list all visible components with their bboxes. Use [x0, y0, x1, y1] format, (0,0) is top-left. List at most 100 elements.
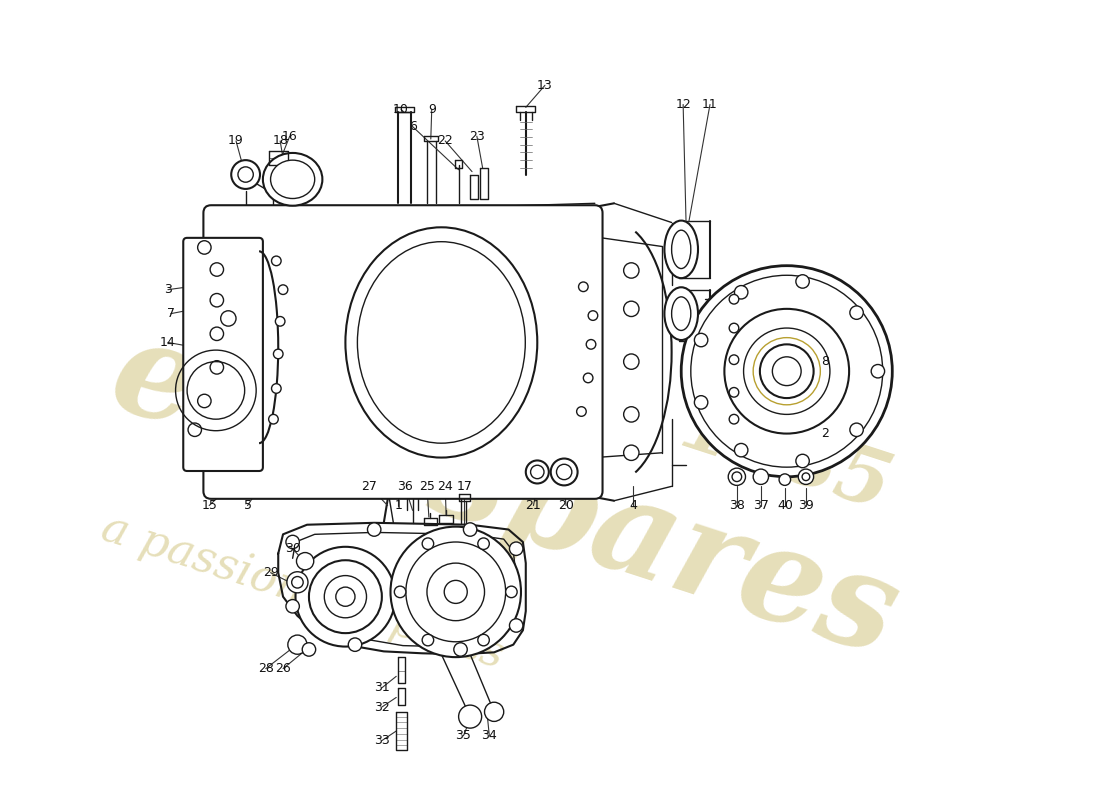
- Circle shape: [394, 586, 406, 598]
- Circle shape: [526, 461, 549, 483]
- Circle shape: [624, 354, 639, 370]
- Circle shape: [624, 445, 639, 461]
- Text: 1: 1: [394, 499, 403, 512]
- Text: 26: 26: [275, 662, 290, 675]
- Circle shape: [729, 355, 739, 365]
- Text: 23: 23: [469, 130, 485, 142]
- Text: 37: 37: [752, 499, 769, 512]
- Text: 15: 15: [201, 499, 217, 512]
- Circle shape: [850, 423, 864, 437]
- Circle shape: [477, 634, 490, 646]
- Text: eurospares: eurospares: [96, 308, 913, 683]
- Text: 10: 10: [393, 102, 409, 116]
- Circle shape: [796, 274, 810, 288]
- Circle shape: [729, 414, 739, 424]
- Text: 9: 9: [428, 102, 436, 116]
- Ellipse shape: [664, 221, 698, 278]
- Circle shape: [871, 365, 884, 378]
- Circle shape: [463, 523, 476, 536]
- Text: 4: 4: [629, 499, 637, 512]
- Ellipse shape: [664, 287, 698, 340]
- Circle shape: [579, 282, 588, 291]
- Circle shape: [681, 266, 892, 477]
- Text: 13: 13: [537, 78, 553, 92]
- Circle shape: [231, 160, 260, 189]
- FancyBboxPatch shape: [204, 206, 603, 499]
- Circle shape: [459, 705, 482, 728]
- Circle shape: [367, 523, 381, 536]
- Circle shape: [288, 635, 307, 654]
- Text: 11: 11: [702, 98, 718, 111]
- Circle shape: [735, 286, 748, 299]
- Circle shape: [422, 634, 433, 646]
- Text: 22: 22: [438, 134, 453, 147]
- Text: 36: 36: [397, 480, 412, 493]
- Circle shape: [799, 469, 814, 485]
- Circle shape: [297, 553, 313, 570]
- Text: 32: 32: [374, 701, 389, 714]
- Circle shape: [729, 323, 739, 333]
- Text: 21: 21: [526, 499, 541, 512]
- Circle shape: [275, 317, 285, 326]
- Circle shape: [188, 423, 201, 437]
- Circle shape: [802, 473, 810, 481]
- Text: 27: 27: [362, 480, 377, 493]
- Text: 6: 6: [408, 120, 417, 133]
- Circle shape: [530, 466, 544, 478]
- Text: 35: 35: [455, 730, 472, 742]
- Circle shape: [576, 406, 586, 416]
- Circle shape: [551, 458, 578, 486]
- Text: 7: 7: [167, 307, 175, 320]
- Circle shape: [238, 167, 253, 182]
- Text: 5: 5: [243, 499, 252, 512]
- FancyBboxPatch shape: [184, 238, 263, 471]
- Circle shape: [287, 572, 308, 593]
- Circle shape: [760, 344, 814, 398]
- Circle shape: [484, 702, 504, 722]
- Circle shape: [850, 306, 864, 319]
- Circle shape: [509, 618, 522, 632]
- Circle shape: [729, 387, 739, 397]
- Text: 17: 17: [456, 480, 472, 493]
- Circle shape: [444, 580, 468, 603]
- Text: 24: 24: [438, 480, 453, 493]
- Text: 34: 34: [482, 730, 497, 742]
- Text: 3: 3: [164, 283, 172, 296]
- Text: 38: 38: [729, 499, 745, 512]
- Circle shape: [296, 546, 395, 646]
- Text: 30: 30: [285, 542, 300, 555]
- Text: 8: 8: [821, 355, 829, 368]
- Circle shape: [624, 301, 639, 317]
- Text: 29: 29: [263, 566, 278, 579]
- Ellipse shape: [263, 153, 322, 206]
- Text: 31: 31: [374, 682, 389, 694]
- Circle shape: [272, 256, 282, 266]
- Text: 33: 33: [374, 734, 389, 747]
- Text: 28: 28: [257, 662, 274, 675]
- Text: 14: 14: [160, 336, 176, 349]
- Circle shape: [336, 587, 355, 606]
- Circle shape: [427, 563, 484, 621]
- Circle shape: [286, 535, 299, 549]
- Ellipse shape: [271, 160, 315, 198]
- Circle shape: [509, 542, 522, 555]
- Circle shape: [349, 638, 362, 651]
- Circle shape: [477, 538, 490, 550]
- Circle shape: [506, 586, 517, 598]
- Circle shape: [210, 361, 223, 374]
- Text: 40: 40: [777, 499, 793, 512]
- Circle shape: [729, 294, 739, 304]
- Text: 12: 12: [675, 98, 691, 111]
- Circle shape: [694, 334, 707, 346]
- Text: a passion for parts: a passion for parts: [96, 506, 509, 678]
- Circle shape: [735, 443, 748, 457]
- Circle shape: [733, 472, 741, 482]
- Circle shape: [422, 538, 433, 550]
- Circle shape: [796, 454, 810, 468]
- Circle shape: [278, 285, 288, 294]
- Circle shape: [390, 526, 521, 657]
- Text: 25: 25: [419, 480, 435, 493]
- Circle shape: [779, 474, 791, 486]
- Circle shape: [694, 396, 707, 409]
- Circle shape: [198, 394, 211, 408]
